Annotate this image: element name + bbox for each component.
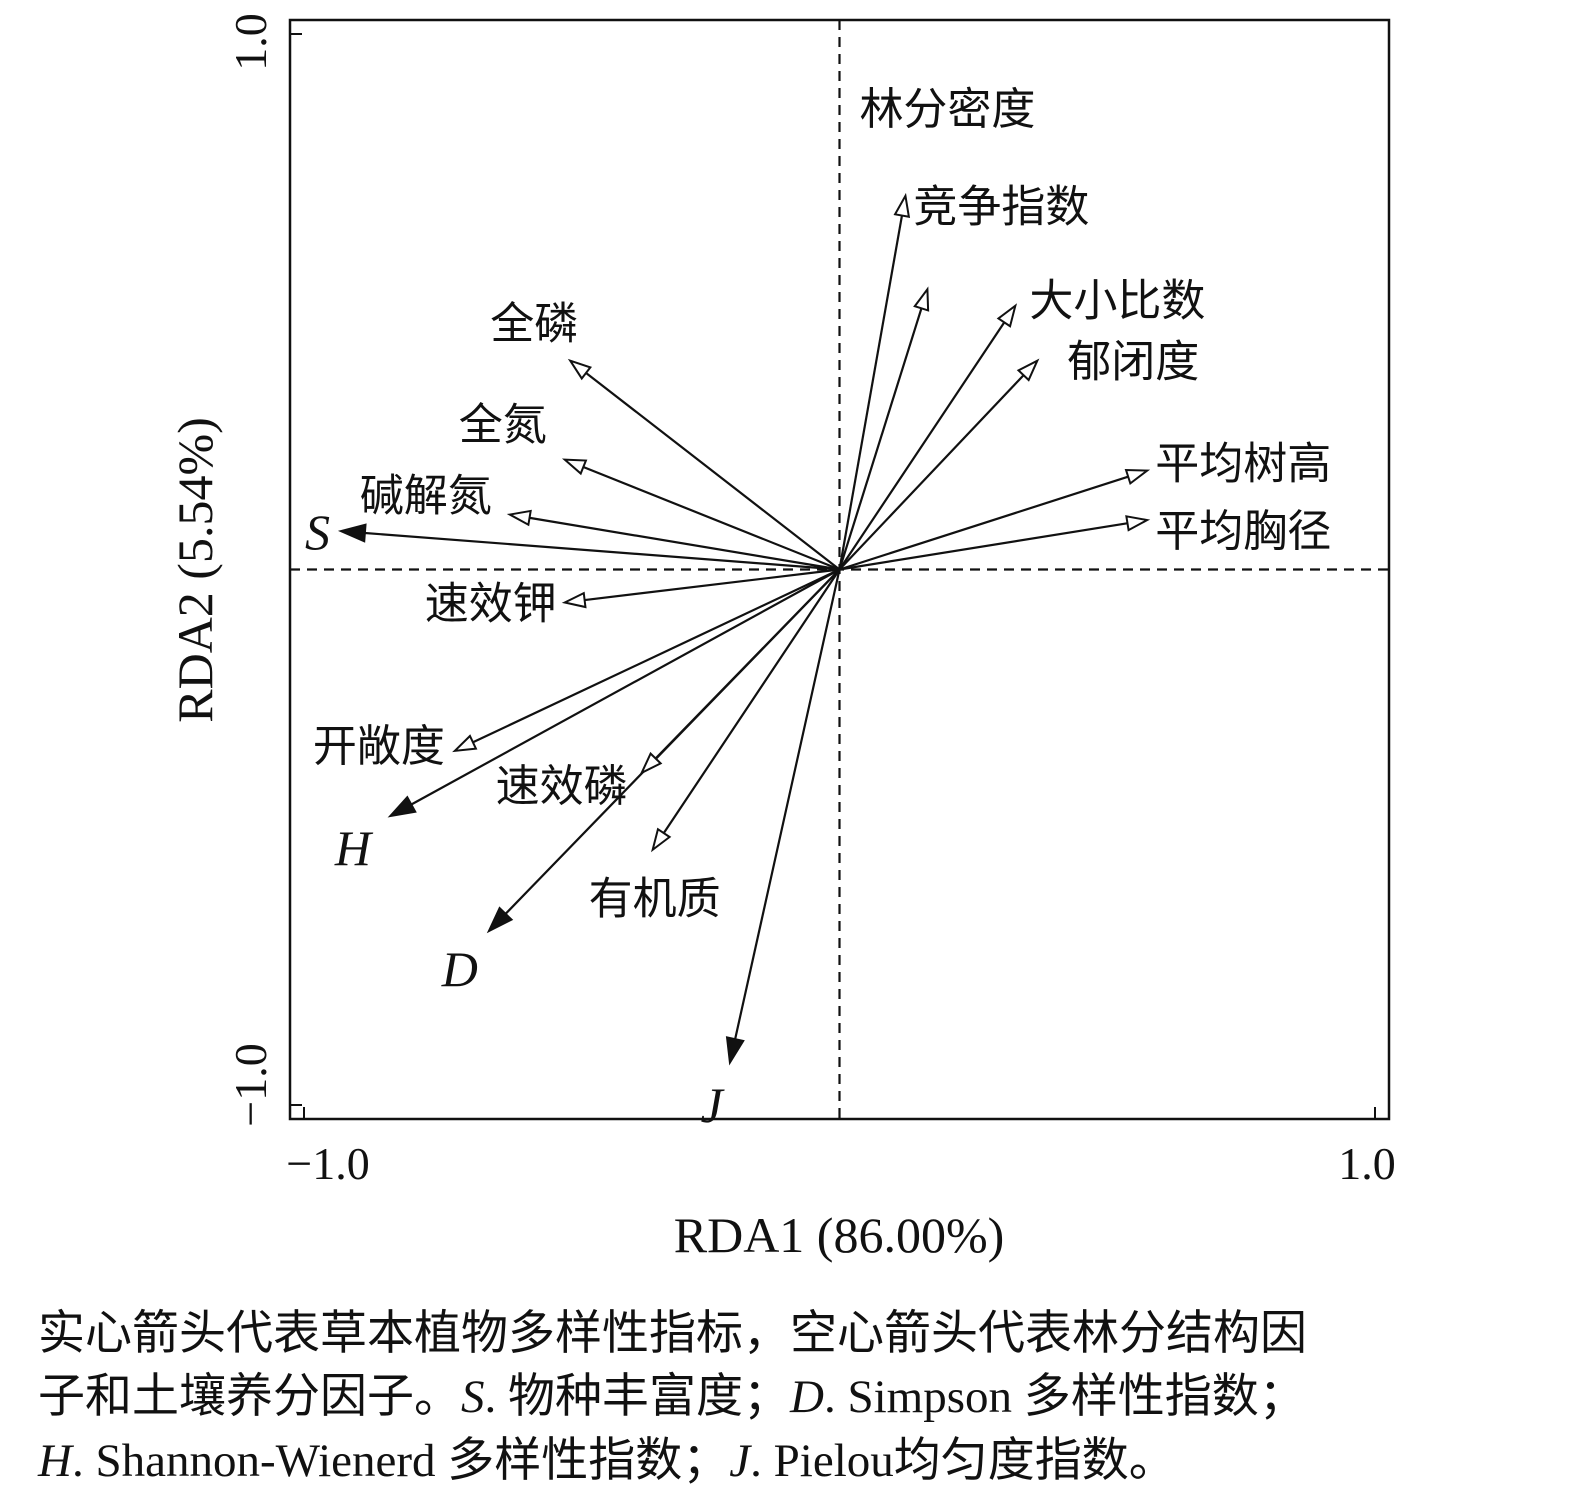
vectors <box>337 192 1151 1066</box>
vector-line <box>409 568 841 807</box>
open-arrowhead <box>1016 358 1040 382</box>
vector-line <box>839 521 1130 571</box>
vector-line <box>838 373 1026 571</box>
axis-ticks <box>290 33 1376 1119</box>
open-arrowhead <box>1124 469 1151 486</box>
open-arrowhead <box>893 192 911 218</box>
y-tick-label: −1.0 <box>225 1043 276 1126</box>
caption-symbol-s: S <box>461 1371 485 1423</box>
open-arrowhead <box>567 358 592 381</box>
vector-line <box>470 568 840 745</box>
vector-label: 林分密度 <box>859 84 1035 135</box>
vector-label: 郁闭度 <box>1067 337 1199 388</box>
vector-label: 开敞度 <box>313 721 445 772</box>
vector-label: 全氮 <box>459 400 547 451</box>
vector-line <box>527 516 840 571</box>
vector-label: 有机质 <box>589 874 721 925</box>
vector-label: 全磷 <box>490 299 578 350</box>
caption-text: 实心箭头代表草本植物多样性指标，空心箭头代表林分结构因 <box>38 1306 1307 1361</box>
open-arrowhead <box>561 591 587 609</box>
tick-labels: −1.0 1.0 1.0 −1.0 <box>225 13 1396 1189</box>
open-arrowhead <box>996 303 1018 328</box>
y-tick-label: 1.0 <box>225 13 276 71</box>
open-arrowhead <box>650 827 672 853</box>
vector-label: 大小比数 <box>1029 276 1205 327</box>
caption-line-2: 子和土壤养分因子。S. 物种丰富度；D. Simpson 多样性指数； <box>38 1365 1548 1429</box>
vector-line <box>838 320 1007 571</box>
y-axis-label: RDA2 (5.54%) <box>167 417 223 723</box>
x-tick-label: 1.0 <box>1338 1138 1396 1189</box>
vector-line <box>838 306 924 570</box>
caption-line-1: 实心箭头代表草本植物多样性指标，空心箭头代表林分结构因 <box>38 1302 1548 1365</box>
open-arrowhead <box>639 751 663 775</box>
vector-line <box>733 569 841 1041</box>
vector-label: 平均树高 <box>1155 439 1331 490</box>
vector-line <box>838 213 904 570</box>
vector-line <box>363 531 840 571</box>
caption-text: 子和土壤养分因子。 <box>38 1369 461 1424</box>
vector-label: 平均胸径 <box>1155 506 1331 557</box>
caption-text: . Pielou均匀度指数。 <box>750 1435 1176 1487</box>
figure-caption: 实心箭头代表草本植物多样性指标，空心箭头代表林分结构因 子和土壤养分因子。S. … <box>38 1302 1548 1493</box>
vector-label: 速效磷 <box>496 761 628 812</box>
open-arrowhead <box>561 458 588 476</box>
x-axis-label: RDA1 (86.00%) <box>674 1207 1005 1263</box>
caption-text: . 物种丰富度； <box>484 1371 791 1423</box>
vector-label: S <box>305 504 330 560</box>
open-arrowhead <box>506 509 532 527</box>
open-arrowhead <box>913 286 930 312</box>
vector-line <box>839 475 1131 571</box>
vector-label: 速效钾 <box>425 578 557 629</box>
vector-label: 竞争指数 <box>913 181 1089 232</box>
caption-symbol-h: H <box>38 1435 72 1487</box>
solid-arrowhead <box>337 523 367 543</box>
vector-label: D <box>441 941 478 997</box>
vector-line <box>661 568 841 836</box>
vector-label: 碱解氮 <box>360 471 492 522</box>
caption-symbol-d: D <box>790 1371 824 1423</box>
solid-arrowhead <box>387 795 417 818</box>
caption-text: . Simpson 多样性指数； <box>823 1371 1306 1423</box>
caption-symbol-j: J <box>729 1435 751 1487</box>
vector-line <box>653 568 841 761</box>
vector-line <box>583 370 841 571</box>
vector-label: H <box>334 820 374 876</box>
vector-label: J <box>700 1077 725 1133</box>
x-tick-label: −1.0 <box>286 1138 369 1189</box>
solid-arrowhead <box>486 906 514 934</box>
solid-arrowhead <box>725 1036 745 1066</box>
vector-line <box>582 568 840 602</box>
caption-line-3: H. Shannon-Wienerd 多样性指数；J. Pielou均匀度指数。 <box>38 1429 1548 1493</box>
caption-text: . Shannon-Wienerd 多样性指数； <box>71 1435 730 1487</box>
open-arrowhead <box>1125 515 1151 532</box>
open-arrowhead <box>452 734 478 753</box>
vector-line <box>581 465 840 571</box>
